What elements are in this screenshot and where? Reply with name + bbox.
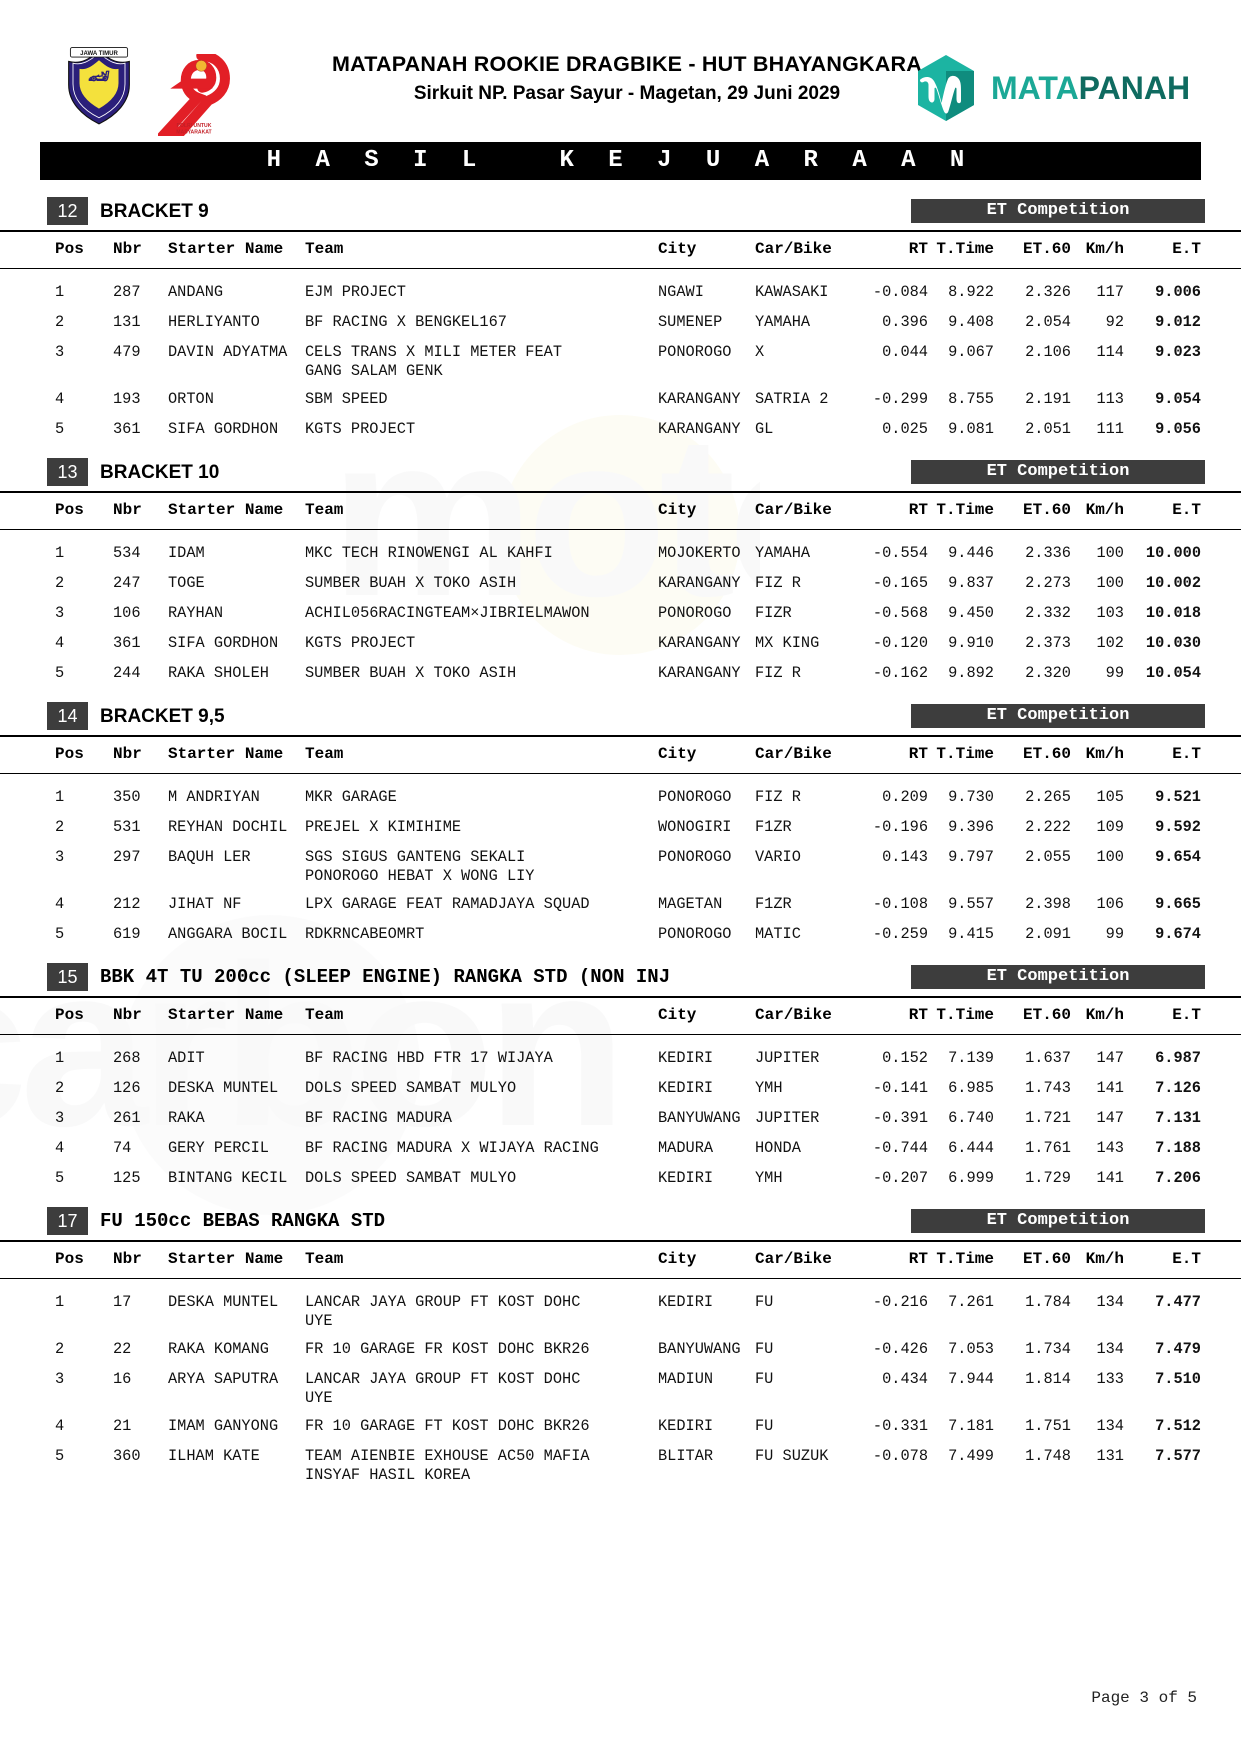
svg-text:MASYARAKAT: MASYARAKAT (176, 129, 212, 135)
svg-text:MATAPANAH: MATAPANAH (991, 70, 1190, 106)
svg-text:🏎: 🏎 (88, 66, 110, 86)
svg-text:carbon: carbon (0, 917, 619, 1174)
svg-text:POLRI UNTUK: POLRI UNTUK (177, 123, 212, 129)
svg-text:JAWA TIMUR: JAWA TIMUR (80, 51, 118, 57)
